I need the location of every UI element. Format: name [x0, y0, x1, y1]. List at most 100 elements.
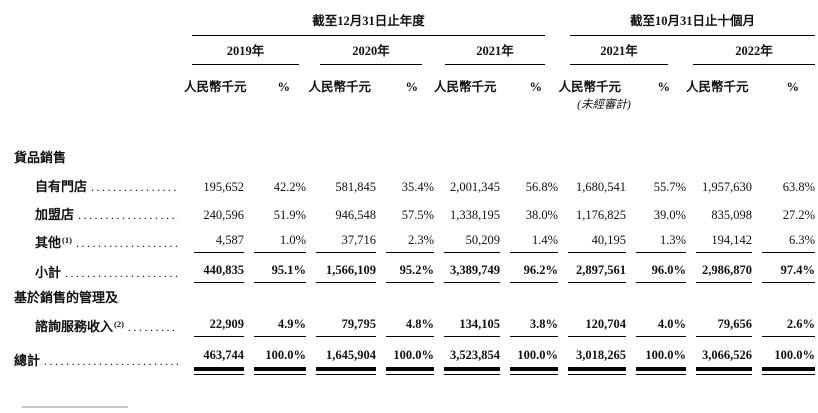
percent-header: %	[529, 80, 543, 94]
percent-header: %	[786, 80, 800, 94]
amount-cell: 463,744	[194, 348, 244, 375]
dot-leader	[91, 180, 178, 195]
percent-cell: 100.0%	[510, 348, 559, 375]
row-consulting-income: 諮詢服務收入(2) 22,909 4.9% 79,795 4.8% 134,10…	[14, 309, 816, 337]
spacer-row	[14, 112, 815, 143]
amount-cell: 194,142	[696, 233, 753, 253]
row-franchise-stores: 加盟店 240,596 51.9% 946,548 57.5% 1,338,19…	[14, 197, 815, 225]
amount-cell: 1,680,541	[576, 180, 627, 194]
amount-cell: 3,523,854	[444, 348, 500, 375]
amount-cell: 2,897,561	[568, 263, 627, 283]
unit-header-row: 人民幣千元 % 人民幣千元 % 人民幣千元 % 人民幣千元 % 人民幣千元 %	[14, 65, 815, 95]
percent-cell: 1.3%	[636, 233, 687, 253]
amount-unit-header: 人民幣千元	[686, 80, 749, 94]
percent-cell: 2.6%	[762, 317, 816, 337]
year-header-row: 2019年 2020年 2021年 2021年 2022年	[14, 36, 816, 65]
percent-cell: 55.7%	[653, 180, 687, 194]
amount-cell: 946,548	[335, 208, 376, 222]
percent-cell: 100.0%	[386, 348, 434, 375]
unaudited-note-row: (未經審計)	[14, 95, 815, 112]
section-title-goods-sales: 貨品銷售	[14, 150, 67, 165]
year-header-2019: 2019年	[192, 36, 299, 65]
percent-cell: 38.0%	[525, 208, 559, 222]
percent-cell: 100.0%	[254, 348, 306, 375]
period-group-header-row: 截至12月31日止年度 截至10月31日止十個月	[14, 14, 816, 36]
percent-cell: 96.0%	[636, 263, 687, 283]
percent-cell: 96.2%	[510, 263, 559, 283]
percent-cell: 39.0%	[653, 208, 687, 222]
revenue-breakdown-table: 截至12月31日止年度 截至10月31日止十個月 2019年 2020年 202…	[14, 14, 816, 375]
amount-cell: 1,957,630	[702, 180, 753, 194]
percent-header: %	[277, 80, 291, 94]
row-label: 總計	[14, 353, 41, 368]
amount-cell: 37,716	[316, 233, 376, 253]
row-others: 其他(1) 4,587 1.0% 37,716 2.3% 50,209 1.4%…	[14, 225, 816, 253]
footnote-ref-1: (1)	[62, 235, 72, 245]
dot-leader	[76, 236, 178, 251]
dot-leader	[44, 354, 178, 369]
percent-cell: 51.9%	[273, 208, 306, 222]
amount-cell: 134,105	[444, 317, 500, 337]
amount-cell: 120,704	[568, 317, 627, 337]
percent-cell: 4.0%	[636, 317, 687, 337]
percent-cell: 100.0%	[636, 348, 687, 375]
percent-cell: 97.4%	[762, 263, 816, 283]
row-label: 小計	[35, 265, 62, 280]
amount-cell: 22,909	[194, 317, 244, 337]
dot-leader	[65, 266, 178, 281]
percent-cell: 57.5%	[401, 208, 434, 222]
percent-cell: 1.4%	[510, 233, 559, 253]
footnote-ref-2: (2)	[114, 319, 124, 329]
amount-cell: 79,795	[316, 317, 376, 337]
percent-cell: 56.8%	[525, 180, 559, 194]
amount-cell: 2,001,345	[450, 180, 500, 194]
amount-cell: 1,338,195	[450, 208, 500, 222]
row-goods-sales-section: 貨品銷售	[14, 143, 815, 169]
row-label: 諮詢服務收入	[35, 319, 114, 334]
amount-cell: 1,566,109	[316, 263, 376, 283]
percent-header: %	[657, 80, 671, 94]
percent-cell: 100.0%	[762, 348, 816, 375]
year-header-2022: 2022年	[693, 36, 816, 65]
amount-cell: 1,645,904	[316, 348, 376, 375]
row-subtotal: 小計 440,835 95.1% 1,566,109 95.2% 3,389,7…	[14, 253, 816, 283]
amount-cell: 1,176,825	[576, 208, 627, 222]
amount-cell: 50,209	[444, 233, 500, 253]
dot-leader	[128, 320, 178, 335]
amount-cell: 440,835	[194, 263, 244, 283]
amount-unit-header: 人民幣千元	[434, 80, 497, 94]
row-label: 加盟店	[35, 207, 75, 222]
percent-cell: 95.1%	[254, 263, 306, 283]
percent-cell: 35.4%	[401, 180, 434, 194]
amount-cell: 195,652	[203, 180, 244, 194]
year-header-2021-10m: 2021年	[570, 36, 669, 65]
amount-cell: 581,845	[335, 180, 376, 194]
amount-cell: 79,656	[696, 317, 753, 337]
percent-cell: 1.0%	[254, 233, 306, 253]
section-title-mgmt: 基於銷售的管理及	[14, 290, 119, 305]
amount-cell: 835,098	[711, 208, 753, 222]
row-mgmt-section-line1: 基於銷售的管理及	[14, 283, 815, 309]
period-group-annual: 截至12月31日止年度	[192, 14, 546, 36]
label-column-header	[14, 14, 184, 36]
row-own-stores: 自有門店 195,652 42.2% 581,845 35.4% 2,001,3…	[14, 169, 815, 197]
percent-cell: 95.2%	[386, 263, 434, 283]
amount-cell: 40,195	[568, 233, 627, 253]
percent-header: %	[405, 80, 419, 94]
row-label: 其他	[35, 235, 62, 250]
year-header-2021: 2021年	[445, 36, 546, 65]
year-header-2020: 2020年	[320, 36, 422, 65]
amount-cell: 4,587	[194, 233, 244, 253]
amount-unit-header: 人民幣千元	[184, 80, 247, 94]
percent-cell: 27.2%	[782, 208, 816, 222]
amount-cell: 3,066,526	[696, 348, 753, 375]
row-label: 自有門店	[35, 179, 88, 194]
row-total: 總計 463,744 100.0% 1,645,904 100.0% 3,523…	[14, 337, 816, 375]
unaudited-note: (未經審計)	[577, 99, 631, 111]
percent-cell: 63.8%	[782, 180, 816, 194]
period-group-ten-months: 截至10月31日止十個月	[570, 14, 816, 36]
percent-cell: 4.9%	[254, 317, 306, 337]
percent-cell: 2.3%	[386, 233, 434, 253]
amount-cell: 240,596	[203, 208, 244, 222]
